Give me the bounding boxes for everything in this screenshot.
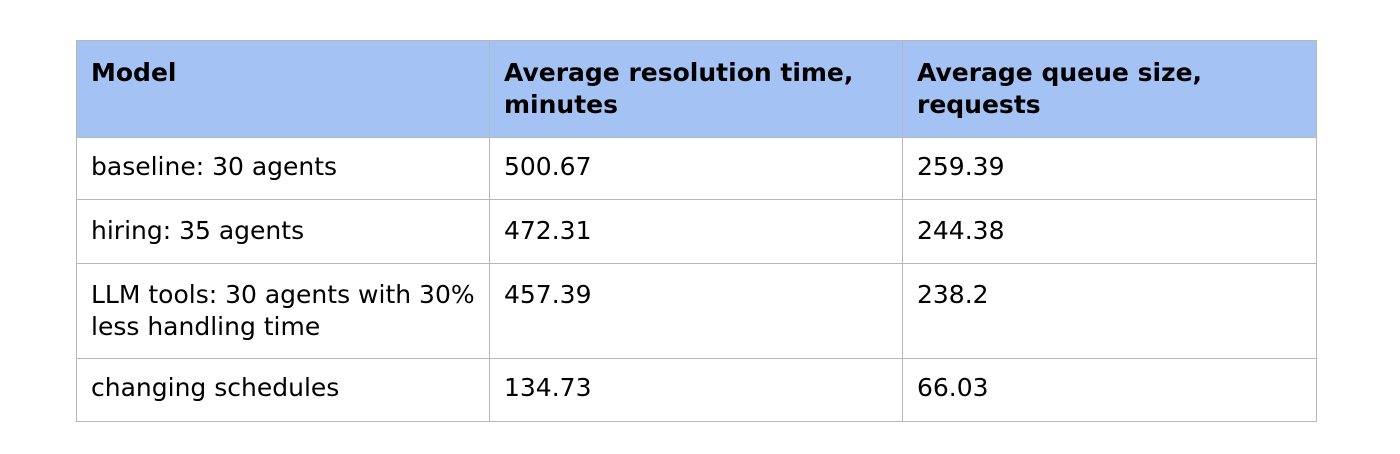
cell-queue-size-text: 238.2 (917, 280, 989, 309)
cell-model-text: baseline: 30 agents (91, 152, 338, 181)
table-row: changing schedules 134.73 66.03 (76, 358, 1317, 422)
cell-queue-size-text: 66.03 (917, 373, 989, 402)
cell-resolution-time: 134.73 (489, 358, 903, 422)
cell-queue-size: 66.03 (902, 358, 1317, 422)
cell-model-text: hiring: 35 agents (91, 216, 305, 245)
table-row: LLM tools: 30 agents with 30% less handl… (76, 263, 1317, 359)
cell-model-text: LLM tools: 30 agents with 30% less handl… (91, 280, 475, 341)
cell-queue-size-text: 244.38 (917, 216, 1005, 245)
cell-resolution-time: 472.31 (489, 199, 903, 264)
header-average-queue-size-label: Average queue size, requests (917, 58, 1203, 119)
cell-queue-size: 238.2 (902, 263, 1317, 359)
cell-resolution-time-text: 500.67 (504, 152, 592, 181)
table-body: baseline: 30 agents 500.67 259.39 hiring… (76, 137, 1317, 422)
table-header: Model Average resolution time, minutes A… (76, 40, 1317, 138)
header-model: Model (76, 40, 490, 138)
cell-resolution-time: 500.67 (489, 137, 903, 200)
cell-resolution-time-text: 134.73 (504, 373, 592, 402)
cell-resolution-time: 457.39 (489, 263, 903, 359)
cell-model: changing schedules (76, 358, 490, 422)
header-row: Model Average resolution time, minutes A… (76, 40, 1317, 138)
cell-model: hiring: 35 agents (76, 199, 490, 264)
header-model-label: Model (91, 58, 177, 87)
cell-resolution-time-text: 472.31 (504, 216, 592, 245)
table-row: baseline: 30 agents 500.67 259.39 (76, 137, 1317, 200)
header-average-resolution-time-label: Average resolution time, minutes (504, 58, 854, 119)
cell-model: LLM tools: 30 agents with 30% less handl… (76, 263, 490, 359)
cell-queue-size: 259.39 (902, 137, 1317, 200)
header-average-queue-size: Average queue size, requests (902, 40, 1317, 138)
cell-model-text: changing schedules (91, 373, 340, 402)
header-average-resolution-time: Average resolution time, minutes (489, 40, 903, 138)
cell-model: baseline: 30 agents (76, 137, 490, 200)
cell-queue-size: 244.38 (902, 199, 1317, 264)
cell-queue-size-text: 259.39 (917, 152, 1005, 181)
results-table: Model Average resolution time, minutes A… (76, 40, 1317, 422)
cell-resolution-time-text: 457.39 (504, 280, 592, 309)
table-row: hiring: 35 agents 472.31 244.38 (76, 199, 1317, 264)
